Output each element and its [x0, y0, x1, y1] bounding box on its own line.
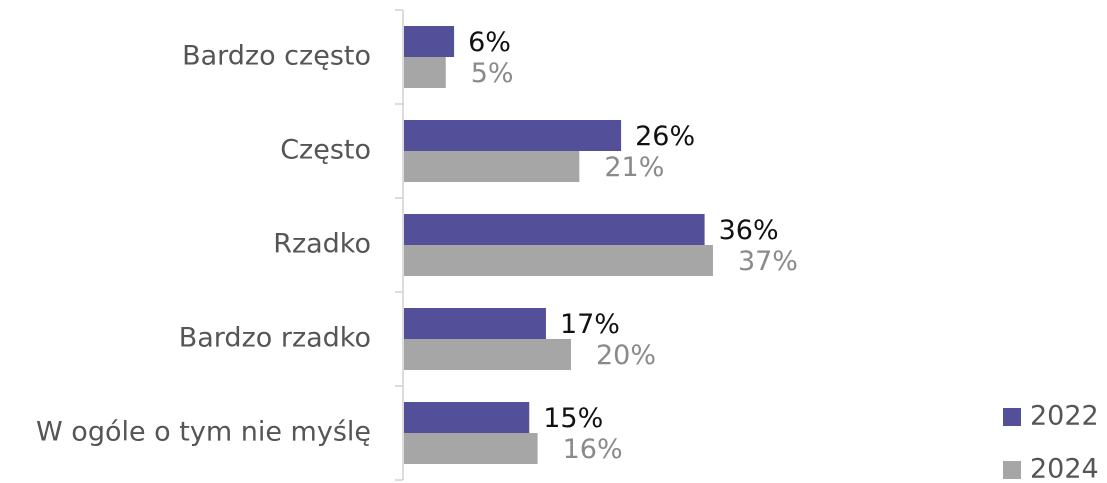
bar — [404, 245, 713, 276]
bar — [404, 151, 580, 182]
bar — [404, 402, 530, 433]
legend-label: 2022 — [1030, 401, 1099, 432]
category-label: W ogóle o tym nie myślę — [36, 417, 371, 448]
bar — [404, 339, 571, 370]
bar — [404, 26, 455, 57]
value-label: 16% — [563, 434, 623, 465]
bar — [404, 57, 446, 88]
category-label: Bardzo często — [182, 41, 371, 72]
bar — [404, 308, 546, 339]
bar — [404, 433, 538, 464]
legend-swatch — [1003, 408, 1021, 426]
category-label: Często — [280, 135, 371, 166]
value-label: 5% — [471, 58, 514, 89]
legend-label: 2024 — [1030, 454, 1099, 483]
value-label: 37% — [738, 246, 798, 277]
value-label: 26% — [635, 121, 695, 152]
category-label: Rzadko — [273, 229, 371, 260]
value-label: 36% — [719, 215, 779, 246]
bar — [404, 120, 622, 151]
value-label: 15% — [543, 403, 603, 434]
category-label: Bardzo rzadko — [179, 323, 371, 354]
value-label: 20% — [596, 340, 656, 371]
value-label: 17% — [560, 309, 620, 340]
value-label: 6% — [468, 27, 511, 58]
legend-swatch — [1003, 461, 1021, 479]
value-label: 21% — [604, 152, 664, 183]
bar — [404, 214, 705, 245]
